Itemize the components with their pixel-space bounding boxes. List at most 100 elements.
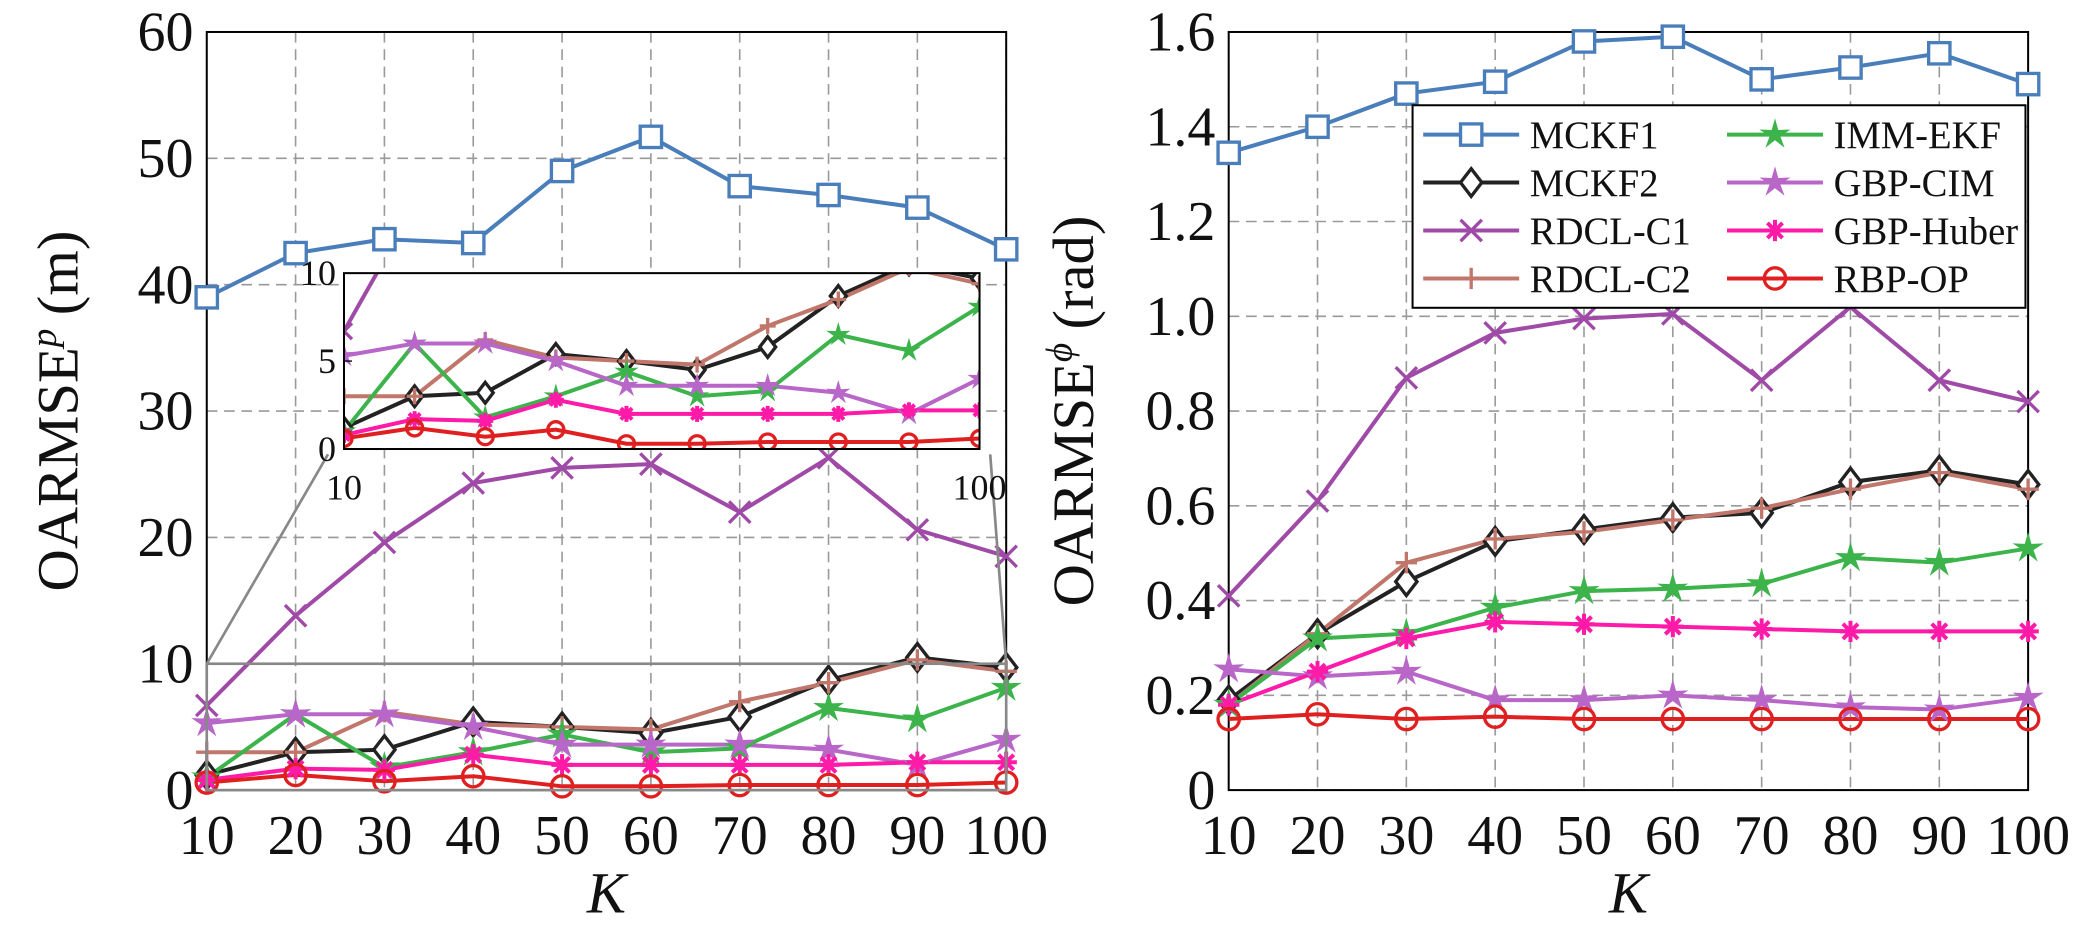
marker-square — [194, 284, 220, 310]
marker-star — [684, 372, 710, 397]
zoom-connector — [205, 453, 330, 665]
marker-plus — [1460, 267, 1482, 290]
marker-star — [724, 728, 756, 758]
series-line — [343, 425, 980, 446]
marker-star — [1835, 690, 1867, 721]
marker-x — [1483, 321, 1508, 345]
marker-asterisk — [1218, 694, 1240, 716]
marker-square — [993, 236, 1019, 262]
marker-circle — [546, 420, 566, 440]
marker-plus — [1750, 497, 1773, 519]
marker-x — [905, 517, 930, 542]
series-line — [1228, 34, 2029, 155]
marker-star — [280, 697, 312, 728]
y-tick-label: 60 — [138, 2, 194, 64]
marker-plus — [729, 690, 751, 713]
marker-square — [816, 182, 841, 208]
marker-asterisk — [689, 405, 706, 422]
marker-star — [1302, 622, 1334, 652]
marker-plus — [1839, 478, 1862, 500]
marker-star — [967, 293, 980, 317]
marker-asterisk — [1928, 620, 1950, 643]
marker-star — [1657, 679, 1689, 709]
legend-label: RDCL-C2 — [1530, 259, 1691, 301]
marker-star — [1568, 574, 1600, 605]
x-tick-label: 40 — [1467, 805, 1523, 867]
marker-x — [548, 14, 564, 30]
marker-asterisk — [1306, 660, 1329, 683]
x-tick-label: 10 — [1201, 805, 1257, 867]
legend-label: MCKF1 — [1530, 115, 1659, 157]
marker-asterisk — [729, 754, 751, 776]
marker-star — [1568, 683, 1600, 714]
marker-x — [816, 445, 841, 470]
marker-square — [372, 226, 397, 252]
inset-plot — [343, 0, 980, 450]
marker-star — [2012, 532, 2044, 562]
marker-star — [368, 697, 400, 728]
marker-plus — [1573, 521, 1595, 543]
x-tick-label: 70 — [712, 805, 768, 867]
series-line — [1227, 468, 2029, 702]
marker-star — [1759, 166, 1791, 196]
legend-label: RDCL-C1 — [1530, 211, 1691, 253]
y-tick-label: 1.4 — [1145, 96, 1215, 158]
x-axis-label: K — [586, 861, 629, 926]
marker-star — [402, 330, 427, 354]
marker-star — [2012, 681, 2044, 711]
y-axis-label-sup: p — [24, 329, 65, 351]
marker-plus — [817, 672, 840, 694]
marker-x — [283, 603, 308, 628]
x-axis-label: K — [1608, 861, 1651, 926]
marker-diamond — [1458, 165, 1484, 200]
marker-asterisk — [906, 751, 929, 773]
x-tick-label: 20 — [1290, 805, 1346, 867]
marker-asterisk — [1573, 613, 1595, 635]
marker-circle — [816, 772, 841, 798]
y-tick-label: 10 — [138, 633, 194, 695]
marker-star — [826, 379, 851, 404]
y-tick-label: 0.6 — [1145, 475, 1215, 537]
y-tick-label: 1.2 — [1145, 191, 1215, 253]
marker-x — [727, 500, 752, 524]
legend-label: GBP-Huber — [1834, 211, 2019, 253]
marker-circle — [549, 773, 575, 799]
marker-asterisk — [900, 402, 917, 419]
marker-square — [1482, 69, 1508, 95]
marker-asterisk — [830, 405, 847, 422]
marker-x — [1394, 366, 1419, 390]
marker-square — [283, 240, 308, 266]
marker-circle — [475, 427, 495, 447]
marker-square — [1216, 140, 1242, 166]
marker-star — [546, 728, 578, 758]
marker-circle — [460, 763, 486, 789]
marker-asterisk — [817, 754, 840, 776]
plot-frame — [1227, 30, 2030, 792]
marker-square — [1458, 122, 1484, 147]
marker-star — [1657, 572, 1689, 602]
marker-star — [1746, 567, 1778, 598]
marker-circle — [616, 434, 637, 450]
marker-square — [905, 195, 930, 220]
marker-square — [1394, 81, 1419, 106]
marker-square — [2015, 71, 2041, 97]
marker-asterisk — [1484, 611, 1506, 633]
x-tick-label: 40 — [445, 805, 501, 867]
marker-circle — [905, 772, 930, 798]
marker-circle — [343, 428, 354, 449]
marker-circle — [1216, 706, 1242, 732]
marker-star — [543, 348, 569, 372]
marker-plus — [689, 356, 706, 373]
y-tick-label: 20 — [138, 507, 194, 569]
y-axis-label: OARMSEp (m) — [24, 231, 90, 592]
x-tick-label: 90 — [1911, 805, 1967, 867]
x-tick-label: 80 — [1823, 805, 1879, 867]
marker-star — [1213, 652, 1245, 683]
marker-square — [1749, 67, 1774, 92]
marker-x — [1927, 368, 1952, 393]
marker-star — [967, 365, 980, 390]
marker-asterisk — [1662, 615, 1684, 638]
legend-label: IMM-EKF — [1834, 115, 2001, 157]
marker-x — [618, 0, 634, 9]
x-tick-label: 100 — [1986, 805, 2070, 867]
